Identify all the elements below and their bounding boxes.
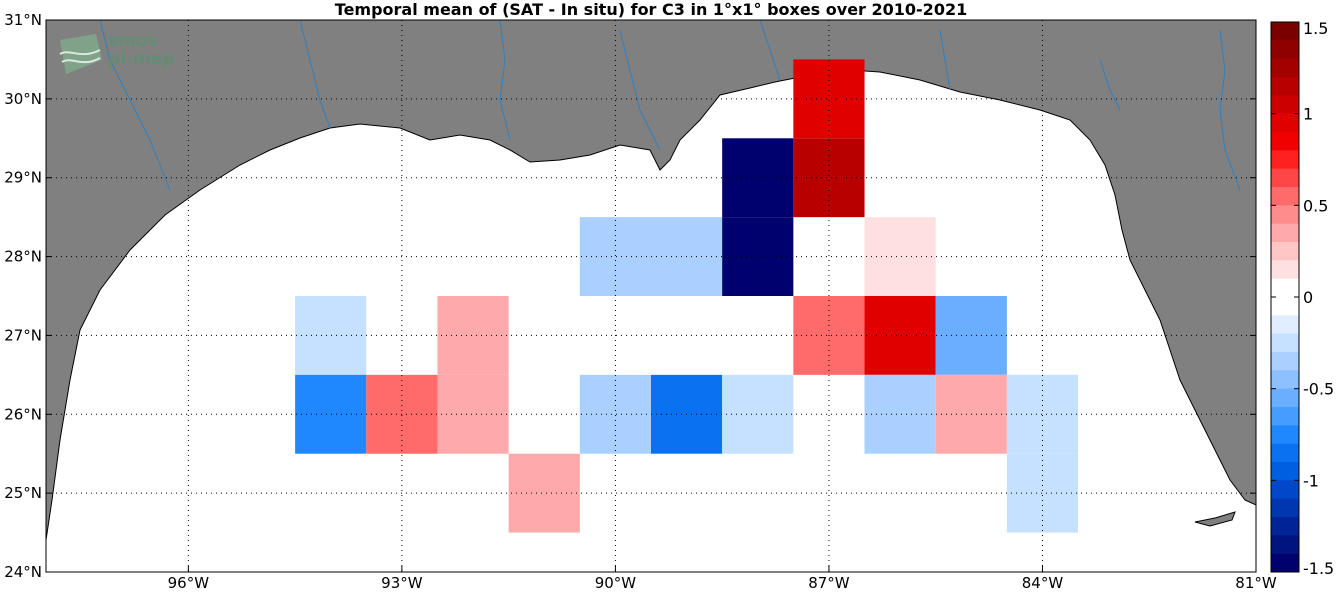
colorbar-segment bbox=[1271, 315, 1299, 335]
river-6 bbox=[939, 29, 951, 91]
x-tick-label: 93°W bbox=[381, 574, 423, 592]
colorbar-segment bbox=[1271, 517, 1299, 536]
x-tick-label: 81°W bbox=[1235, 574, 1277, 592]
y-tick-label: 26°N bbox=[4, 405, 42, 423]
colorbar-segment bbox=[1271, 388, 1299, 408]
colorbar-segment bbox=[1271, 462, 1299, 481]
colorbar-segment bbox=[1271, 58, 1299, 78]
y-tick-label: 24°N bbox=[4, 563, 42, 581]
colorbar-segment bbox=[1271, 168, 1299, 188]
colorbar-tick-label: 0 bbox=[1303, 288, 1313, 307]
colorbar-segment bbox=[1271, 205, 1299, 225]
colorbar-tick-label: -1.5 bbox=[1303, 559, 1334, 578]
river-3 bbox=[499, 19, 511, 141]
colorbar-segment bbox=[1271, 187, 1299, 206]
heatmap-cell bbox=[437, 374, 509, 454]
heatmap-cells bbox=[295, 59, 1079, 533]
river-2 bbox=[299, 19, 331, 129]
heatmap-cell bbox=[722, 217, 794, 296]
colorbar-segment bbox=[1271, 132, 1299, 151]
colorbar-tick-label: 1 bbox=[1303, 105, 1313, 124]
y-tick-label: 28°N bbox=[4, 248, 42, 266]
y-tick-label: 29°N bbox=[4, 169, 42, 187]
river-5 bbox=[759, 19, 781, 81]
colorbar-segment bbox=[1271, 407, 1299, 426]
heatmap-cell bbox=[793, 138, 865, 218]
colorbar-tick-label: -0.5 bbox=[1303, 380, 1334, 399]
y-tick-label: 25°N bbox=[4, 484, 42, 502]
heatmap-cell bbox=[579, 374, 651, 454]
colorbar-segment bbox=[1271, 278, 1299, 298]
colorbar-segment bbox=[1271, 443, 1299, 463]
logo-line1: smos bbox=[108, 31, 158, 51]
land-north-coast bbox=[45, 19, 1257, 541]
colorbar-segment bbox=[1271, 150, 1299, 170]
gridlines bbox=[46, 20, 1256, 572]
heatmap-cell bbox=[579, 217, 651, 296]
colorbar-segment bbox=[1271, 113, 1299, 133]
x-tick-label: 87°W bbox=[808, 574, 850, 592]
river-1 bbox=[99, 19, 171, 191]
heatmap-cell bbox=[793, 59, 865, 139]
heatmap-cell bbox=[864, 374, 936, 454]
heatmap-cell bbox=[864, 296, 936, 375]
colorbar-segment bbox=[1271, 480, 1299, 500]
heatmap-cell bbox=[295, 374, 367, 454]
colorbar-tick-label: 1.5 bbox=[1303, 19, 1328, 38]
colorbar-segment bbox=[1271, 223, 1299, 243]
colorbar: 1.5 1 0.5 0 -0.5 -1 -1.5 bbox=[1270, 19, 1334, 578]
logo-emblem-icon bbox=[59, 34, 102, 74]
logo-line2: pi-mep bbox=[108, 49, 175, 69]
colorbar-segment bbox=[1271, 77, 1299, 96]
map-title: Temporal mean of (SAT - In situ) for C3 … bbox=[334, 0, 968, 19]
land-masses bbox=[45, 19, 1257, 541]
colorbar-segment bbox=[1271, 260, 1299, 280]
heatmap-cell bbox=[295, 296, 367, 375]
colorbar-segment bbox=[1271, 297, 1299, 316]
colorbar-segment bbox=[1271, 370, 1299, 390]
map-frame bbox=[45, 19, 1257, 573]
heatmap-cell bbox=[437, 296, 509, 375]
smos-pimep-logo: smos pi-mep bbox=[56, 30, 196, 80]
colorbar-segment bbox=[1271, 535, 1299, 555]
colorbar-tick-label: -1 bbox=[1303, 471, 1319, 490]
colorbar-segment bbox=[1271, 498, 1299, 518]
heatmap-cell bbox=[508, 453, 580, 533]
heatmap-cell bbox=[1006, 374, 1079, 454]
colorbar-segment bbox=[1271, 40, 1299, 60]
y-tick-label: 31°N bbox=[4, 11, 42, 29]
y-tick-label: 27°N bbox=[4, 326, 42, 344]
x-tick-label: 84°W bbox=[1022, 574, 1064, 592]
heatmap-cell bbox=[864, 217, 936, 296]
colorbar-segment bbox=[1271, 242, 1299, 261]
colorbar-segment bbox=[1271, 333, 1299, 353]
river-8 bbox=[1219, 29, 1241, 191]
rivers bbox=[99, 19, 1241, 191]
colorbar-segment bbox=[1271, 425, 1299, 445]
x-tick-label: 90°W bbox=[595, 574, 637, 592]
colorbar-segment bbox=[1271, 352, 1299, 371]
x-tick-label: 96°W bbox=[168, 574, 210, 592]
heatmap-cell bbox=[722, 374, 794, 454]
land-keys bbox=[1194, 511, 1236, 527]
y-tick-label: 30°N bbox=[4, 90, 42, 108]
river-4 bbox=[619, 29, 661, 151]
colorbar-segment bbox=[1271, 22, 1299, 41]
river-7 bbox=[1099, 59, 1121, 111]
colorbar-segment bbox=[1271, 553, 1299, 573]
heatmap-cell bbox=[722, 138, 794, 218]
axis-ticks: 96°W 93°W 90°W 87°W 84°W 81°W 24°N 25°N 26°N 27°N… bbox=[4, 11, 1277, 592]
colorbar-tick-label: 0.5 bbox=[1303, 196, 1328, 215]
colorbar-segment bbox=[1271, 95, 1299, 115]
